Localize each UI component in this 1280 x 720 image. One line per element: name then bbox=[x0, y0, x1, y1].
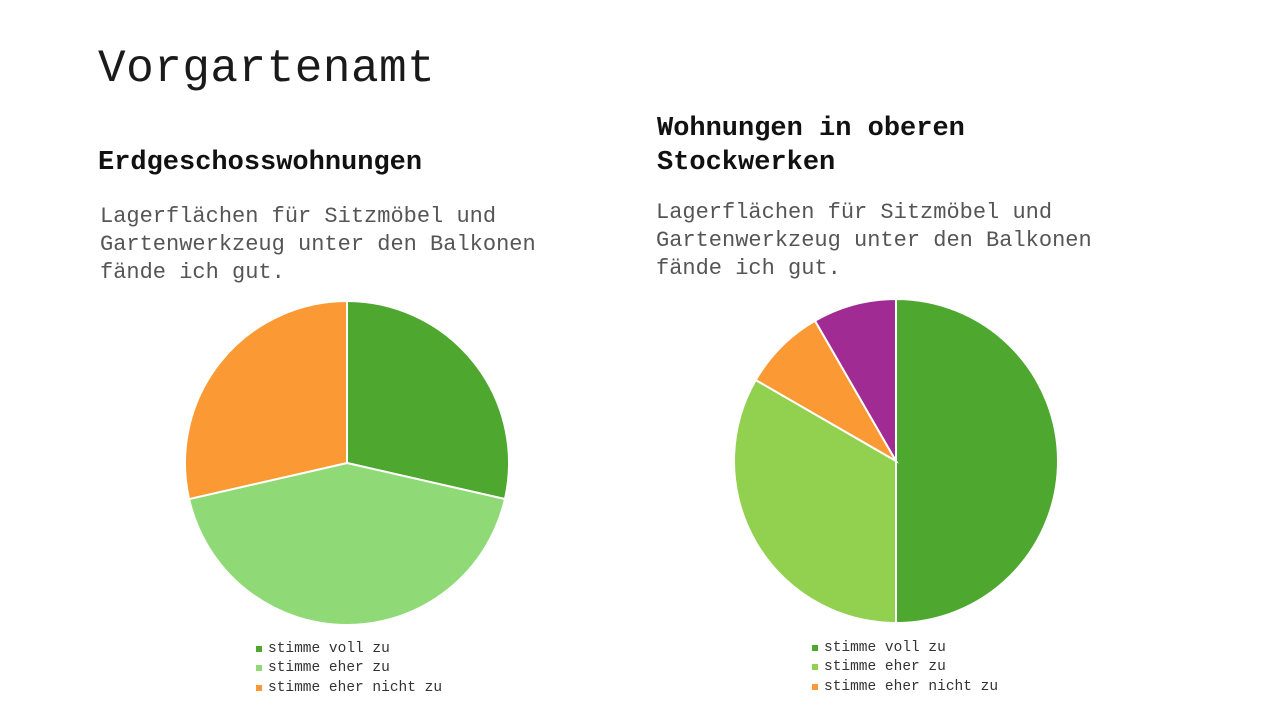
legend-label: stimme eher nicht zu bbox=[824, 678, 999, 695]
pie-slice-2 bbox=[733, 378, 897, 625]
pie-slice-1 bbox=[895, 297, 1059, 625]
legend-item: stimme voll zu bbox=[256, 639, 442, 659]
legend-label: stimme eher zu bbox=[824, 659, 946, 676]
legend-item: stimme eher zu bbox=[256, 659, 442, 679]
legend-swatch bbox=[812, 644, 818, 651]
chart-2-title: Wohnungen in oberen Stockwerken bbox=[657, 114, 965, 178]
legend-swatch bbox=[256, 684, 262, 691]
chart-1-pie bbox=[184, 299, 510, 626]
legend-label: stimme voll zu bbox=[268, 640, 390, 657]
legend-swatch bbox=[256, 665, 262, 672]
chart-2-legend: stimme voll zu stimme eher zu stimme eher … bbox=[812, 638, 998, 697]
pie-slice-1 bbox=[346, 299, 510, 501]
legend-item: stimme eher nicht zu bbox=[812, 677, 998, 697]
chart-2-pie bbox=[733, 297, 1059, 625]
chart-1-legend: stimme voll zu stimme eher zu stimme eher … bbox=[256, 639, 442, 698]
pie-slice-3 bbox=[184, 299, 348, 501]
slide-title: Vorgartenamt bbox=[98, 43, 436, 95]
legend-swatch bbox=[812, 664, 818, 671]
pie-slice-4 bbox=[813, 297, 897, 465]
legend-item: stimme eher nicht zu bbox=[256, 678, 442, 698]
legend-swatch bbox=[812, 683, 818, 690]
legend-label: stimme eher nicht zu bbox=[268, 679, 443, 696]
legend-label: stimme eher zu bbox=[268, 660, 390, 677]
pie-slice-2 bbox=[187, 461, 507, 626]
legend-swatch bbox=[256, 645, 262, 652]
legend-item: stimme voll zu bbox=[812, 638, 998, 658]
legend-item: stimme eher zu bbox=[812, 658, 998, 678]
chart-1-question: Lagerflächen für Sitzmöbel und Gartenwer… bbox=[100, 204, 536, 285]
chart-2-question: Lagerflächen für Sitzmöbel und Gartenwer… bbox=[656, 200, 1092, 281]
chart-1-title: Erdgeschosswohnungen bbox=[98, 148, 423, 178]
legend-label: stimme voll zu bbox=[824, 639, 946, 656]
